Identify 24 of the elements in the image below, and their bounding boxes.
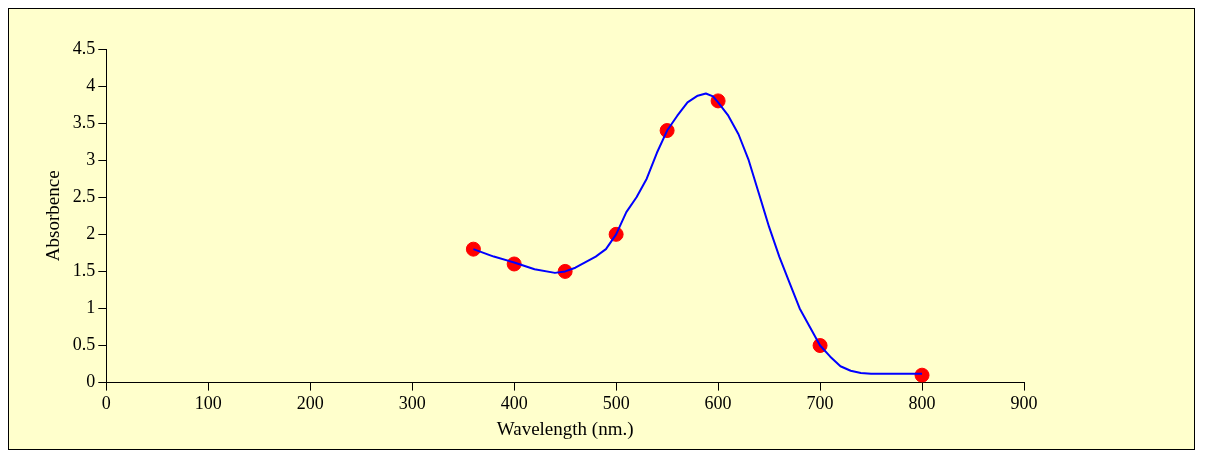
x-axis-title: Wavelength (nm.) bbox=[496, 417, 634, 440]
y-axis-title: Absorbence bbox=[42, 170, 64, 262]
y-tick-label: 1 bbox=[86, 297, 96, 318]
y-tick-label: 2.5 bbox=[72, 186, 96, 206]
y-tick-label: 0 bbox=[86, 371, 96, 392]
x-tick-label: 900 bbox=[1010, 393, 1038, 414]
x-tick-label: 700 bbox=[806, 393, 834, 414]
point bbox=[465, 241, 481, 257]
x-tick-label: 200 bbox=[296, 393, 324, 414]
point bbox=[914, 367, 930, 383]
x-tick-label: 100 bbox=[194, 393, 222, 414]
x-tick-label: 400 bbox=[500, 393, 528, 414]
y-tick-label: 1.5 bbox=[72, 260, 96, 281]
x-tick-label: 600 bbox=[704, 393, 732, 414]
y-tick-label: 4.5 bbox=[72, 37, 96, 58]
x-tick-label: 0 bbox=[101, 393, 111, 414]
x-tick-label: 500 bbox=[602, 393, 630, 414]
y-tick-label: 0.5 bbox=[72, 334, 96, 355]
y-tick-label: 3 bbox=[86, 148, 96, 169]
x-tick-label: 300 bbox=[398, 393, 426, 414]
y-tick-label: 3.5 bbox=[72, 111, 96, 132]
y-tick-label: 4 bbox=[86, 74, 96, 95]
x-tick-label: 800 bbox=[908, 393, 936, 414]
y-tick-label: 2 bbox=[86, 223, 96, 244]
